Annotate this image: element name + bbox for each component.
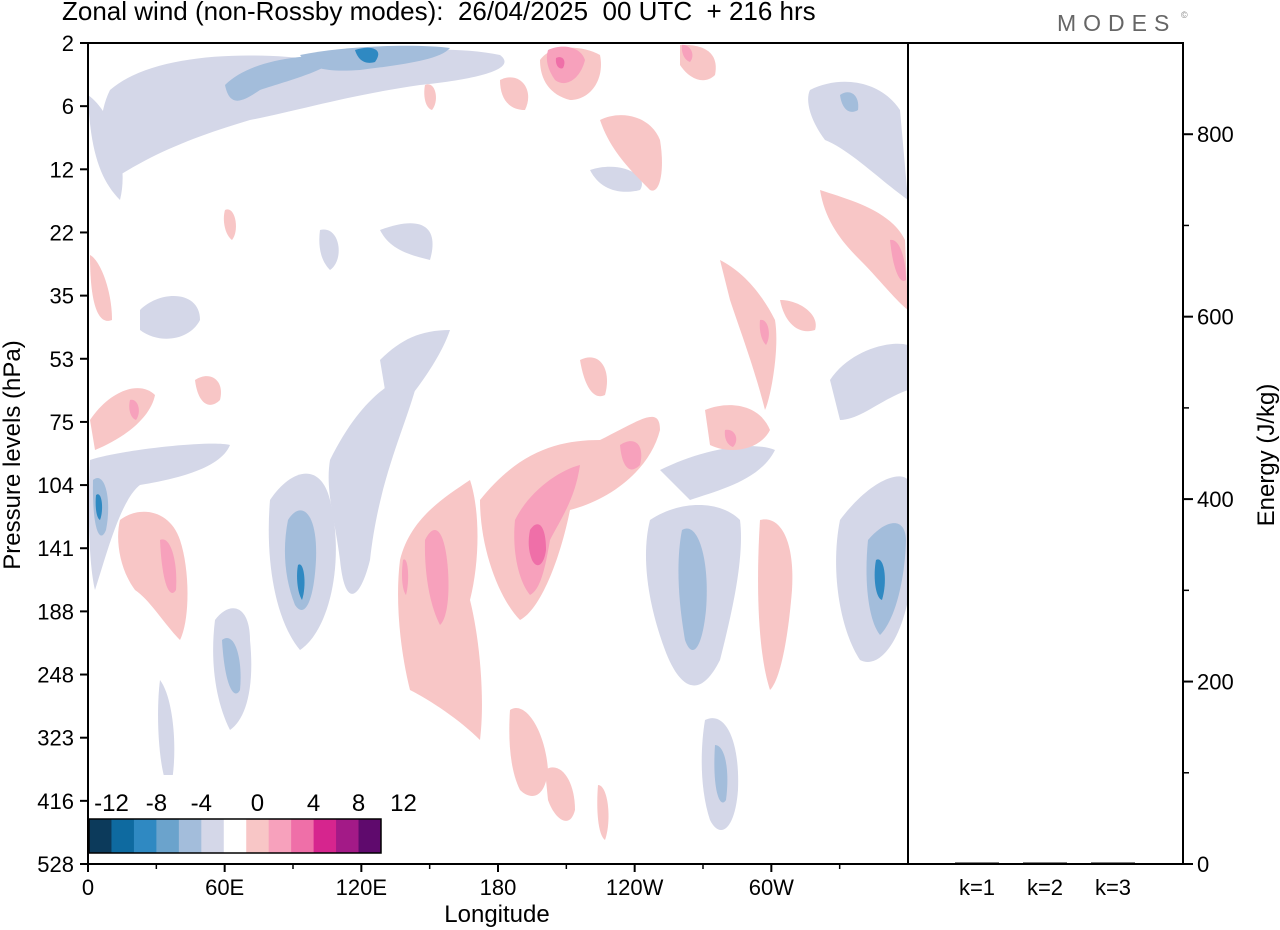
brand-logo: MODES <box>1057 10 1177 36</box>
brand-mark: © <box>1181 10 1188 20</box>
x-tick-label: 180 <box>480 875 517 900</box>
x-tick-label: 120W <box>606 875 664 900</box>
wind-negative-moderate <box>92 45 906 803</box>
y-axis-title: Pressure levels (hPa) <box>0 340 26 569</box>
wind-negative-strong <box>95 47 885 600</box>
y-tick-label: 12 <box>50 157 74 182</box>
colorbar-swatch <box>156 819 180 853</box>
y-tick-label: 188 <box>37 599 74 624</box>
energy-bar <box>1091 862 1135 864</box>
colorbar-swatch <box>89 819 112 853</box>
wind-positive-weak <box>90 44 908 840</box>
colorbar-swatch <box>111 819 135 853</box>
colorbar-swatch <box>133 819 157 853</box>
colorbar-swatch <box>313 819 337 853</box>
colorbar-label: -8 <box>146 790 167 817</box>
x-axis: 0 60E 120E 180 120W 60W <box>82 864 841 900</box>
y-tick-label: 416 <box>37 789 74 814</box>
x-tick-label: 0 <box>82 875 94 900</box>
y-axis-left: 2 6 12 22 35 53 75 104 141 188 248 323 416 528 <box>37 31 88 877</box>
wind-positive-strong <box>528 57 565 566</box>
x-axis-title: Longitude <box>444 901 549 928</box>
colorbar-label: -4 <box>191 790 212 817</box>
y-tick-label: 104 <box>37 473 74 498</box>
bar-category-label: k=1 <box>959 875 995 900</box>
colorbar-label: 4 <box>307 790 320 817</box>
wind-negative-weak <box>89 49 908 830</box>
energy-tick-label: 0 <box>1197 852 1209 877</box>
y-tick-label: 2 <box>62 31 74 56</box>
y-tick-label: 141 <box>37 536 74 561</box>
y-tick-label: 323 <box>37 726 74 751</box>
colorbar-swatch <box>291 819 315 853</box>
colorbar-swatch <box>223 819 247 853</box>
wind-positive-moderate <box>129 44 906 625</box>
colorbar-swatch <box>268 819 292 853</box>
colorbar-swatch <box>246 819 270 853</box>
bar-category-label: k=2 <box>1027 875 1063 900</box>
y-tick-label: 528 <box>37 852 74 877</box>
x-tick-label: 60W <box>749 875 794 900</box>
energy-bar <box>955 862 999 864</box>
y-tick-label: 248 <box>37 663 74 688</box>
energy-bar <box>1023 862 1067 864</box>
y-tick-label: 53 <box>50 347 74 372</box>
colorbar-swatch <box>178 819 202 853</box>
wind-field <box>89 44 908 840</box>
colorbar-swatch <box>201 819 225 853</box>
y-tick-label: 6 <box>62 94 74 119</box>
bar-panel-frame <box>907 42 1184 865</box>
bar-category-label: k=3 <box>1095 875 1131 900</box>
x-tick-label: 120E <box>336 875 387 900</box>
y-tick-label: 35 <box>50 284 74 309</box>
colorbar-swatch <box>358 819 382 853</box>
y-tick-label: 75 <box>50 410 74 435</box>
colorbar-label: -12 <box>94 790 129 817</box>
y-axis-right: 0 200 400 600 800 <box>1183 122 1234 877</box>
colorbar-label: 12 <box>390 790 417 817</box>
y-tick-label: 22 <box>50 220 74 245</box>
energy-tick-label: 800 <box>1197 122 1234 147</box>
energy-tick-label: 600 <box>1197 305 1234 330</box>
energy-tick-label: 200 <box>1197 670 1234 695</box>
colorbar-label: 0 <box>251 790 264 817</box>
colorbar-swatch <box>336 819 360 853</box>
colorbar-label: 8 <box>352 790 365 817</box>
chart-title: Zonal wind (non-Rossby modes): 26/04/202… <box>62 0 816 26</box>
x-tick-label: 60E <box>205 875 244 900</box>
colorbar: -12 -8 -4 0 4 8 12 <box>88 775 417 855</box>
energy-tick-label: 400 <box>1197 487 1234 512</box>
energy-axis-title: Energy (J/kg) <box>1253 384 1280 527</box>
colorbar-frame <box>88 818 382 854</box>
energy-bars: k=1 k=2 k=3 <box>955 862 1135 900</box>
